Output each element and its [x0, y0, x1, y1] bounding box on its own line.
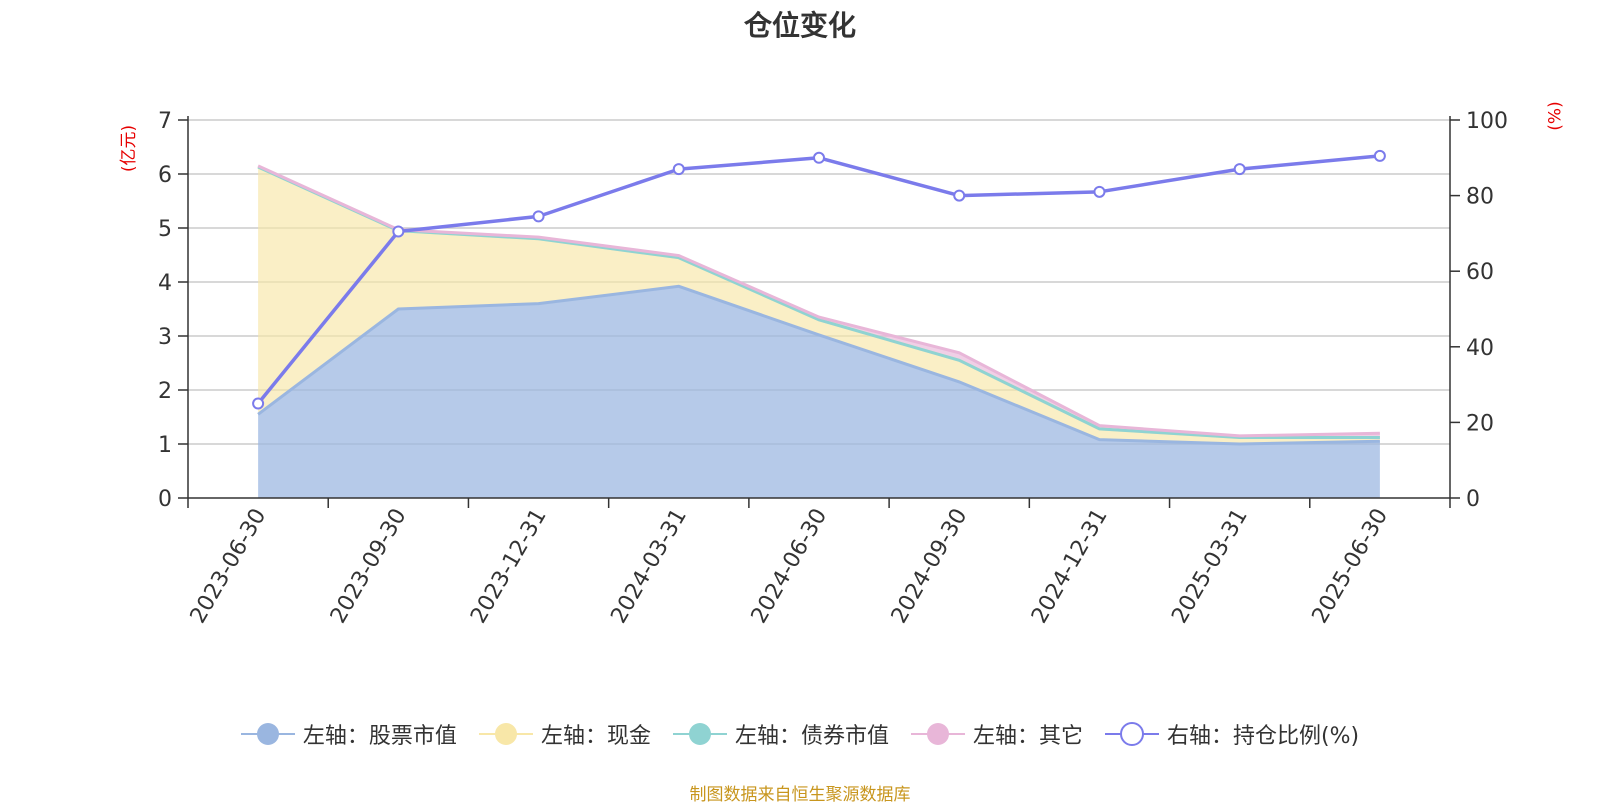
- right-axis-tick-label: 60: [1466, 260, 1494, 285]
- ratio-point: [1373, 149, 1386, 162]
- legend-bond-icon: [672, 723, 727, 745]
- chart-legend: 左轴：股票市值 左轴：现金 左轴：债券市值 左轴：其它 右轴：持仓比例(%): [0, 718, 1600, 750]
- legend-item-cash[interactable]: 左轴：现金: [478, 718, 651, 750]
- x-axis-tick-label: 2024-03-31: [606, 505, 692, 628]
- left-axis-tick-label: 5: [158, 217, 172, 242]
- ratio-point: [392, 225, 405, 238]
- position-chart: 0 1 2 3 4 5 6 7 0 20 40 60 80 100 2023-06-30 2023-09-30…: [158, 109, 1508, 628]
- legend-item-ratio[interactable]: 右轴：持仓比例(%): [1104, 718, 1360, 750]
- right-axis-tick-label: 0: [1466, 487, 1480, 512]
- x-axis-tick-label: 2024-12-31: [1027, 505, 1113, 628]
- ratio-point: [252, 397, 265, 410]
- ratio-point: [1093, 185, 1106, 198]
- legend-item-bond[interactable]: 左轴：债券市值: [672, 718, 889, 750]
- x-axis-tick-label: 2025-03-31: [1167, 505, 1253, 628]
- left-axis-tick-label: 6: [158, 163, 172, 188]
- x-axis-tick-label: 2025-06-30: [1308, 505, 1394, 628]
- left-axis-tick-label: 1: [158, 433, 172, 458]
- legend-item-other[interactable]: 左轴：其它: [910, 718, 1083, 750]
- legend-ratio-icon: [1104, 722, 1159, 746]
- legend-cash-icon: [478, 723, 533, 745]
- legend-ratio-label: 右轴：持仓比例(%): [1166, 724, 1360, 749]
- data-source-note: 制图数据来自恒生聚源数据库: [689, 785, 911, 805]
- left-axis-tick-label: 4: [158, 271, 172, 296]
- x-axis-tick-label: 2023-06-30: [186, 505, 272, 628]
- ratio-point: [813, 151, 825, 164]
- x-axis-tick-label: 2023-12-31: [466, 505, 552, 628]
- right-axis-tick-label: 100: [1466, 109, 1508, 134]
- x-axis-tick-label: 2023-09-30: [326, 505, 412, 628]
- x-axis-tick-label: 2024-09-30: [887, 504, 973, 627]
- left-axis-tick-label: 3: [158, 325, 172, 350]
- legend-bond-label: 左轴：债券市值: [734, 724, 889, 749]
- legend-cash-label: 左轴：现金: [540, 724, 651, 749]
- ratio-point: [532, 210, 545, 223]
- line-stock: [257, 284, 1380, 446]
- line-other: [257, 164, 1380, 438]
- left-axis-tick-label: 0: [158, 487, 172, 512]
- right-axis-tick-label: 80: [1466, 185, 1494, 210]
- legend-stock-label: 左轴：股票市值: [302, 724, 457, 749]
- area-stock: [258, 286, 1380, 498]
- legend-item-stock[interactable]: 左轴：股票市值: [240, 718, 457, 750]
- right-axis-tick-label: 40: [1466, 336, 1494, 361]
- left-axis-tick-label: 7: [158, 109, 172, 134]
- x-axis-tick-label: 2024-06-30: [747, 505, 833, 628]
- left-axis-tick-label: 2: [158, 379, 172, 404]
- legend-other-label: 左轴：其它: [972, 724, 1083, 749]
- ratio-point: [672, 163, 685, 176]
- right-axis-tick-label: 20: [1466, 411, 1494, 436]
- ratio-point: [953, 189, 966, 202]
- chart-title: 仓位变化: [743, 9, 856, 42]
- ratio-point: [1233, 163, 1246, 176]
- legend-other-icon: [910, 723, 965, 745]
- legend-stock-icon: [240, 723, 295, 745]
